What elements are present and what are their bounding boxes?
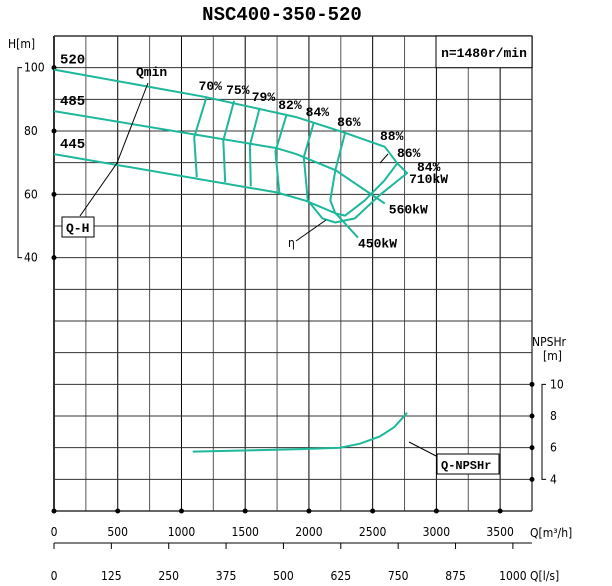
efficiency-curve	[193, 96, 208, 178]
y2-axis-label: NPSHr	[532, 335, 567, 349]
y2-tick-dot	[529, 476, 535, 482]
x-tick-label: 2000	[295, 525, 323, 539]
impeller-label: 485	[60, 94, 85, 110]
x-tick-dot	[497, 508, 503, 514]
leader-line	[379, 153, 389, 164]
x-tick-label: 500	[107, 525, 128, 539]
x-tick-dot	[370, 508, 376, 514]
efficiency-curve	[274, 115, 288, 194]
x2-axis-label: Q[l/s]	[530, 569, 559, 583]
y-tick-label: 40	[24, 251, 38, 265]
efficiency-curve	[248, 107, 261, 187]
efficiency-curve	[329, 132, 399, 217]
x2-tick-label: 250	[158, 569, 179, 583]
x-axis-label: Q[m³/h]	[530, 526, 572, 540]
y-tick-label: 80	[24, 124, 38, 138]
impeller-label: 445	[60, 137, 85, 153]
y2-tick-label: 8	[550, 409, 557, 423]
grid: 0 500 1000 1500 2000 2500 3000 3500 0 125 250 375 50…	[17, 35, 564, 583]
x-tick-dot	[242, 508, 248, 514]
y-axis-label: H[m]	[8, 37, 35, 51]
x-tick-label: 1500	[231, 525, 259, 539]
impeller-label: 520	[60, 53, 85, 69]
y-tick-dot	[51, 191, 57, 197]
x-tick-label: 1000	[168, 525, 196, 539]
eta-label: η	[288, 236, 295, 250]
x2-tick-label: 1000	[499, 569, 527, 583]
npsh-leader	[408, 441, 441, 459]
speed-label: n=1480r/min	[441, 46, 527, 61]
y-tick-dot	[51, 128, 57, 134]
curves	[53, 68, 409, 453]
speed-box	[435, 35, 533, 69]
efficiency-label: 84%	[306, 105, 330, 120]
efficiency-label-right: 84%	[417, 160, 441, 175]
y2-tick-label: 6	[550, 441, 557, 455]
y-tick-label: 100	[24, 61, 45, 75]
y2-tick-label: 4	[550, 472, 557, 486]
qh-label: Q-H	[66, 221, 89, 236]
efficiency-curve	[302, 122, 409, 224]
y-tick-dot	[51, 255, 57, 261]
x-tick-dot	[433, 508, 439, 514]
efficiency-label: 79%	[252, 90, 276, 105]
y2-tick-dot	[529, 445, 535, 451]
eta-leader	[295, 219, 327, 242]
efficiency-label: 82%	[278, 98, 302, 113]
y2-tick-dot	[529, 413, 535, 419]
y-tick-label: 60	[24, 187, 38, 201]
y2-tick-dot	[529, 381, 535, 387]
x2-tick-label: 625	[330, 569, 351, 583]
qmin-label: Qmin	[136, 65, 167, 80]
efficiency-label: 70%	[199, 79, 223, 94]
efficiency-label-right: 86%	[397, 146, 421, 161]
x2-tick-label: 125	[101, 569, 122, 583]
x-tick-label: 2500	[359, 525, 387, 539]
x2-tick-label: 875	[445, 569, 466, 583]
x-tick-dot	[51, 508, 57, 514]
efficiency-label: 75%	[226, 83, 250, 98]
x-tick-label: 0	[51, 525, 58, 539]
qh-leader	[79, 82, 149, 217]
x-tick-label: 3500	[486, 525, 514, 539]
x2-tick-label: 750	[388, 569, 409, 583]
efficiency-curve	[222, 100, 236, 183]
power-label: 710kW	[409, 172, 448, 187]
npsh-label: Q-NPSHr	[441, 459, 491, 473]
npsh-box	[436, 453, 500, 475]
y2-axis-unit: [m]	[543, 349, 562, 363]
efficiency-label-right: 88%	[380, 129, 404, 144]
qh-curve-445	[53, 153, 359, 239]
y2-axis-bracket	[541, 383, 546, 480]
power-label: 450kW	[358, 237, 397, 252]
y2-tick-label: 10	[550, 377, 564, 391]
qh-curve-485	[53, 110, 386, 205]
chart-title: NSC400-350-520	[202, 4, 362, 26]
npshr-curve	[192, 412, 408, 453]
qh-curve-520	[53, 68, 399, 164]
efficiency-label: 86%	[337, 115, 361, 130]
x-tick-dot	[115, 508, 121, 514]
x2-tick-label: 0	[51, 569, 58, 583]
x-tick-dot	[178, 508, 184, 514]
x2-tick-label: 375	[216, 569, 237, 583]
qh-box	[61, 216, 95, 238]
x-tick-dot	[306, 508, 312, 514]
power-label: 560kW	[389, 203, 428, 218]
y-axis-bracket	[17, 67, 22, 259]
x2-tick-label: 500	[273, 569, 294, 583]
x-tick-label: 3000	[423, 525, 451, 539]
